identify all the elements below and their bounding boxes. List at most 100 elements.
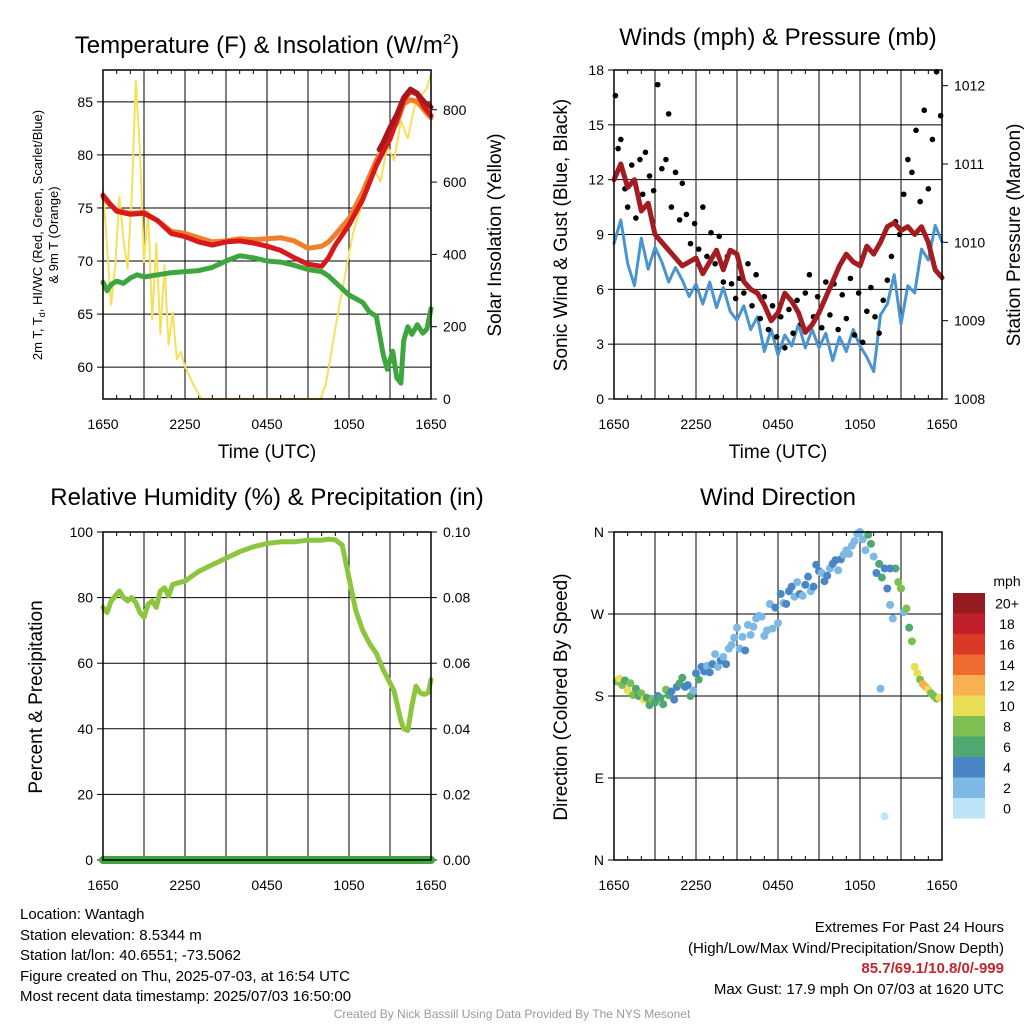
direction-point [894, 578, 903, 587]
direction-point [875, 559, 884, 568]
gust-point [900, 191, 907, 198]
direction-point [694, 675, 703, 684]
direction-point [670, 695, 679, 704]
gust-point [663, 156, 669, 163]
plot-border [613, 69, 943, 400]
direction-point [886, 600, 895, 609]
direction-point [905, 623, 914, 632]
direction-point [659, 700, 668, 709]
gust-point [843, 315, 850, 322]
y-tick-label: 70 [77, 253, 93, 269]
y-right-tick-label: 0.06 [443, 655, 470, 671]
extremes-title: Extremes For Past 24 Hours [814, 919, 1004, 936]
gust-point [868, 284, 874, 291]
y-tick-label: S [595, 688, 604, 704]
gust-point [814, 293, 821, 300]
y-right-tick-label: 200 [443, 319, 467, 335]
series-rh [100, 536, 434, 733]
direction-point [692, 669, 700, 678]
gust-point [859, 339, 866, 346]
y-tick-label: 80 [77, 147, 93, 163]
plot-border [102, 69, 432, 400]
direction-point [861, 546, 870, 555]
direction-legend-title: mph [993, 573, 1020, 589]
gust-point [794, 297, 800, 304]
direction-point [719, 652, 728, 661]
direction-point [850, 537, 859, 546]
gust-point [712, 260, 718, 267]
direction-point [798, 591, 807, 600]
gust-point [683, 211, 690, 218]
legend-label: 6 [1003, 739, 1011, 755]
direction-point [733, 623, 741, 632]
gust-point [695, 246, 702, 252]
y-right-tick-label: 0.08 [443, 590, 470, 606]
direction-point [768, 624, 777, 633]
wind-panel-title: Winds (mph) & Pressure (mb) [619, 24, 936, 51]
direction-point [888, 614, 897, 623]
gust-point [839, 292, 846, 298]
x-tick-label: 2250 [169, 877, 200, 893]
direction-point [866, 539, 875, 548]
station-info: Location: Wantagh Station elevation: 8.5… [20, 905, 351, 1008]
x-tick-label: 1650 [926, 877, 957, 893]
y-tick-label: 9 [596, 227, 604, 243]
y-right-tick-label: 600 [443, 174, 467, 190]
direction-point [858, 535, 867, 544]
direction-point [869, 552, 878, 561]
direction-point [705, 668, 714, 677]
direction-point [886, 564, 895, 573]
direction-point [880, 564, 889, 573]
direction-point [801, 580, 810, 589]
legend-swatch [953, 654, 985, 675]
direction-point [741, 646, 750, 655]
series-temp_2m_red [100, 88, 434, 269]
created-text: Figure created on Thu, 2025-07-03, at 16… [20, 967, 350, 985]
legend-swatch [953, 613, 985, 634]
direction-point [910, 662, 919, 671]
rh-chart: 1650 2250 0450 1050 1650 0 20 40 60 80 100 0.00 0.02… [70, 524, 471, 893]
direction-point [651, 698, 659, 707]
wind-xlabel: Time (UTC) [729, 442, 828, 463]
y-tick-label: N [594, 524, 604, 540]
temperature-xlabel: Time (UTC) [218, 442, 317, 463]
legend-swatch [953, 695, 985, 716]
direction-point [774, 619, 782, 628]
gust-point [773, 334, 780, 340]
legend-swatch [953, 798, 985, 819]
gust-point [741, 290, 747, 296]
series-sonic_wind [612, 218, 944, 374]
gust-point [884, 277, 891, 283]
x-tick-label: 1050 [333, 416, 364, 432]
y-tick-label: 3 [596, 336, 604, 352]
extremes-values: 85.7/69.1/10.8/0/-999 [861, 960, 1004, 977]
gust-point [769, 302, 776, 309]
gust-point [802, 290, 809, 296]
legend-swatch [953, 675, 985, 696]
gust-point [687, 240, 694, 247]
direction-point [771, 603, 780, 612]
gust-point [646, 173, 653, 179]
temperature-chart: 1650 2250 0450 1050 1650 60 65 70 75 80 85 0 200 400 6… [77, 69, 467, 432]
direction-point [757, 612, 766, 621]
gust-point [847, 275, 854, 282]
x-tick-label: 0450 [762, 416, 793, 432]
y-right-tick-label: 1009 [954, 313, 985, 329]
extremes-subtitle: (High/Low/Max Wind/Precipitation/Snow De… [688, 939, 1004, 957]
y-tick-label: 15 [588, 117, 604, 133]
temperature-ylabel-right: Solar Insolation (Yellow) [485, 133, 506, 336]
gust-point [855, 290, 862, 296]
direction-ylabel-left: Direction (Colored By Speed) [551, 573, 572, 820]
x-tick-label: 1650 [598, 877, 629, 893]
gust-point [676, 217, 683, 223]
series-heat_index_scarlet [376, 86, 434, 153]
legend-label: 10 [999, 698, 1015, 714]
gust-point [654, 81, 661, 88]
gust-point [921, 107, 928, 114]
direction-point [746, 630, 755, 639]
legend-label: 16 [999, 636, 1015, 652]
legend-swatch [953, 634, 985, 655]
direction-point [897, 584, 905, 593]
gust-point [888, 253, 895, 260]
y-tick-label: 60 [77, 655, 93, 671]
